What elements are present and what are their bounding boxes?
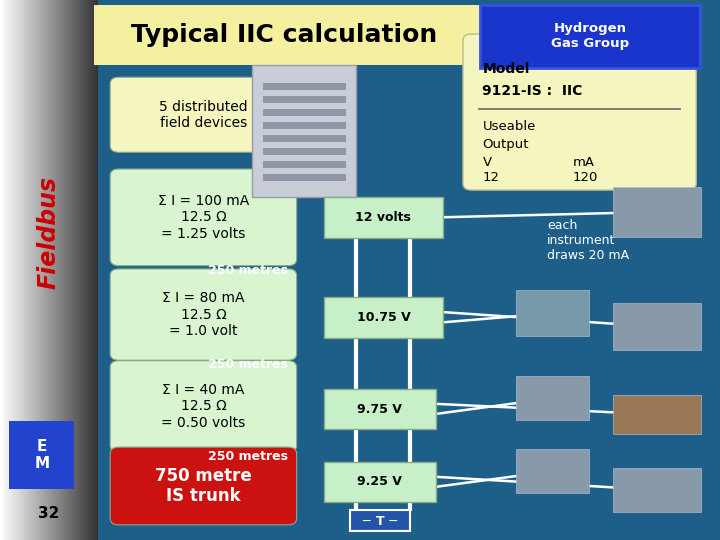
Text: 250 metres: 250 metres xyxy=(208,450,289,463)
FancyBboxPatch shape xyxy=(252,65,356,197)
FancyBboxPatch shape xyxy=(263,83,346,90)
Text: 250 metres: 250 metres xyxy=(208,264,289,276)
FancyBboxPatch shape xyxy=(516,376,589,420)
FancyBboxPatch shape xyxy=(263,174,346,181)
FancyBboxPatch shape xyxy=(263,135,346,142)
FancyBboxPatch shape xyxy=(263,122,346,129)
Text: 12: 12 xyxy=(482,171,500,184)
FancyBboxPatch shape xyxy=(9,421,74,489)
FancyBboxPatch shape xyxy=(480,5,700,68)
Text: mA: mA xyxy=(572,156,595,168)
FancyBboxPatch shape xyxy=(613,395,701,434)
FancyBboxPatch shape xyxy=(324,297,443,338)
Text: 12 volts: 12 volts xyxy=(356,211,411,224)
Text: Σ I = 100 mA
12.5 Ω
= 1.25 volts: Σ I = 100 mA 12.5 Ω = 1.25 volts xyxy=(158,194,249,240)
Text: 250 metres: 250 metres xyxy=(208,358,289,371)
Text: ─     ─: ─ ─ xyxy=(362,515,397,528)
Text: Typical IIC calculation: Typical IIC calculation xyxy=(131,23,438,47)
FancyBboxPatch shape xyxy=(324,389,436,429)
FancyBboxPatch shape xyxy=(516,290,589,336)
Text: 10.75 V: 10.75 V xyxy=(356,310,410,324)
FancyBboxPatch shape xyxy=(94,5,486,65)
Text: Hydrogen
Gas Group: Hydrogen Gas Group xyxy=(552,22,629,50)
Text: E
M: E M xyxy=(34,439,50,471)
FancyBboxPatch shape xyxy=(613,303,701,350)
FancyBboxPatch shape xyxy=(110,269,297,360)
Text: each
instrument
draws 20 mA: each instrument draws 20 mA xyxy=(547,219,629,262)
Text: 750 metre
IS trunk: 750 metre IS trunk xyxy=(155,467,252,505)
Text: Σ I = 40 mA
12.5 Ω
= 0.50 volts: Σ I = 40 mA 12.5 Ω = 0.50 volts xyxy=(161,383,246,429)
Text: 9.75 V: 9.75 V xyxy=(357,402,402,416)
FancyBboxPatch shape xyxy=(324,197,443,238)
FancyBboxPatch shape xyxy=(613,187,701,237)
Text: Model: Model xyxy=(482,62,530,76)
Text: T: T xyxy=(376,515,384,528)
Text: 5 distributed
field devices: 5 distributed field devices xyxy=(159,100,248,130)
Text: Useable: Useable xyxy=(482,120,536,133)
Text: 120: 120 xyxy=(572,171,598,184)
Text: 9121-IS :  IIC: 9121-IS : IIC xyxy=(482,84,582,98)
Text: V: V xyxy=(482,156,492,168)
FancyBboxPatch shape xyxy=(110,447,297,525)
FancyBboxPatch shape xyxy=(350,510,410,531)
Text: Output: Output xyxy=(482,138,529,151)
Text: 9.25 V: 9.25 V xyxy=(357,475,402,489)
FancyBboxPatch shape xyxy=(110,77,297,152)
FancyBboxPatch shape xyxy=(110,361,297,452)
FancyBboxPatch shape xyxy=(613,468,701,512)
Text: 32: 32 xyxy=(38,505,60,521)
FancyBboxPatch shape xyxy=(463,34,696,190)
FancyBboxPatch shape xyxy=(516,449,589,493)
Text: Fieldbus: Fieldbus xyxy=(37,176,61,289)
Text: Σ I = 80 mA
12.5 Ω
= 1.0 volt: Σ I = 80 mA 12.5 Ω = 1.0 volt xyxy=(162,292,245,338)
FancyBboxPatch shape xyxy=(263,96,346,103)
FancyBboxPatch shape xyxy=(110,169,297,266)
FancyBboxPatch shape xyxy=(263,148,346,155)
FancyBboxPatch shape xyxy=(263,161,346,168)
FancyBboxPatch shape xyxy=(263,109,346,116)
FancyBboxPatch shape xyxy=(324,462,436,502)
